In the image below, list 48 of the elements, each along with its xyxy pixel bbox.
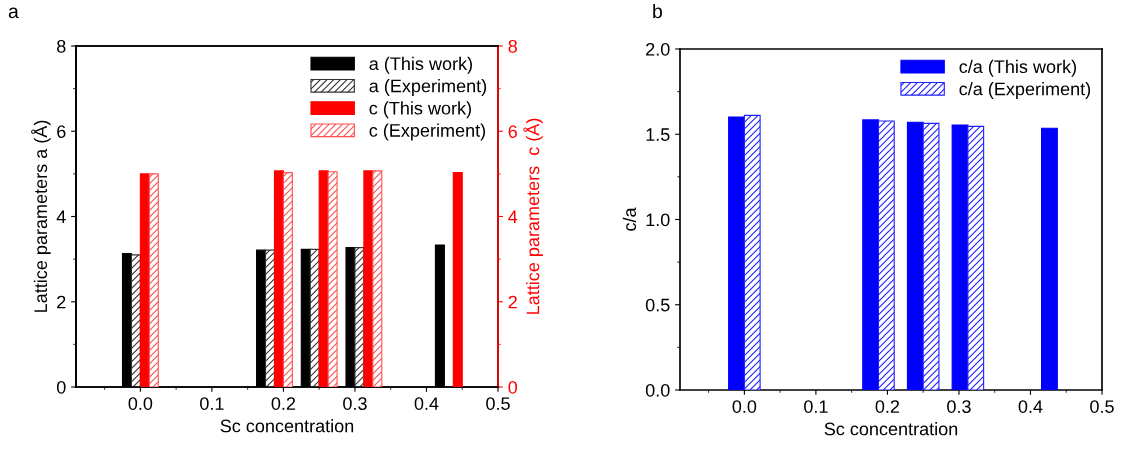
y2-tick-label: 4 [508, 210, 518, 224]
bar [1041, 127, 1058, 390]
y-tick-label: 2 [57, 295, 66, 309]
x-tick-label: 0.5 [1090, 400, 1114, 413]
x-tick-label: 0.2 [875, 400, 900, 413]
legend-label: c (Experiment) [369, 123, 486, 141]
x-tick-label: 0.4 [1018, 400, 1043, 413]
y2-tick-label: 6 [508, 125, 517, 138]
y-axis-title: c/a [622, 207, 637, 231]
y-tick-label: 1.0 [646, 213, 670, 227]
y-axis-title: Lattice parameters a (Å) [31, 120, 51, 312]
legend-label: c/a (This work) [959, 59, 1076, 77]
y-tick-label: 6 [57, 125, 66, 138]
x-tick-label: 0.0 [128, 397, 153, 410]
bar [862, 119, 880, 390]
y2-tick-label: 0 [508, 380, 518, 394]
text: b [653, 3, 662, 19]
bar [743, 114, 761, 390]
x-tick-label: 0.3 [947, 400, 971, 413]
bar [922, 122, 940, 390]
y2-tick-label: 8 [508, 39, 517, 53]
bar [728, 116, 745, 390]
bar [906, 121, 924, 390]
legend-label: a (This work) [369, 56, 472, 74]
y-tick-label: 1.5 [646, 128, 670, 141]
bar [967, 125, 985, 390]
y-tick-label: 0 [56, 380, 66, 394]
legend-label: c (This work) [369, 101, 471, 119]
text: a [8, 7, 19, 19]
x-tick-label: 0.1 [200, 397, 224, 410]
y2-tick-label: 2 [508, 295, 517, 309]
x-tick-label: 0.4 [414, 397, 439, 410]
legend-label: c/a (Experiment) [959, 82, 1091, 99]
x-tick-label: 0.0 [732, 400, 757, 413]
x-tick-label: 0.2 [271, 397, 296, 410]
y-tick-label: 8 [57, 39, 66, 53]
bar [877, 120, 895, 390]
y2-axis-title: Lattice parameters c (Å) [523, 118, 543, 314]
x-axis-title: Sc concentration [220, 419, 354, 433]
x-axis-title: Sc concentration [824, 422, 958, 436]
y-tick-label: 0.5 [645, 298, 670, 312]
y-tick-label: 4 [56, 210, 66, 224]
x-tick-label: 0.1 [804, 400, 828, 413]
legend-label: a (Experiment) [369, 79, 487, 96]
y-tick-label: 0.0 [645, 383, 670, 397]
x-tick-label: 0.3 [343, 397, 367, 410]
y-tick-label: 2.0 [646, 42, 670, 56]
x-tick-label: 0.5 [486, 397, 510, 410]
